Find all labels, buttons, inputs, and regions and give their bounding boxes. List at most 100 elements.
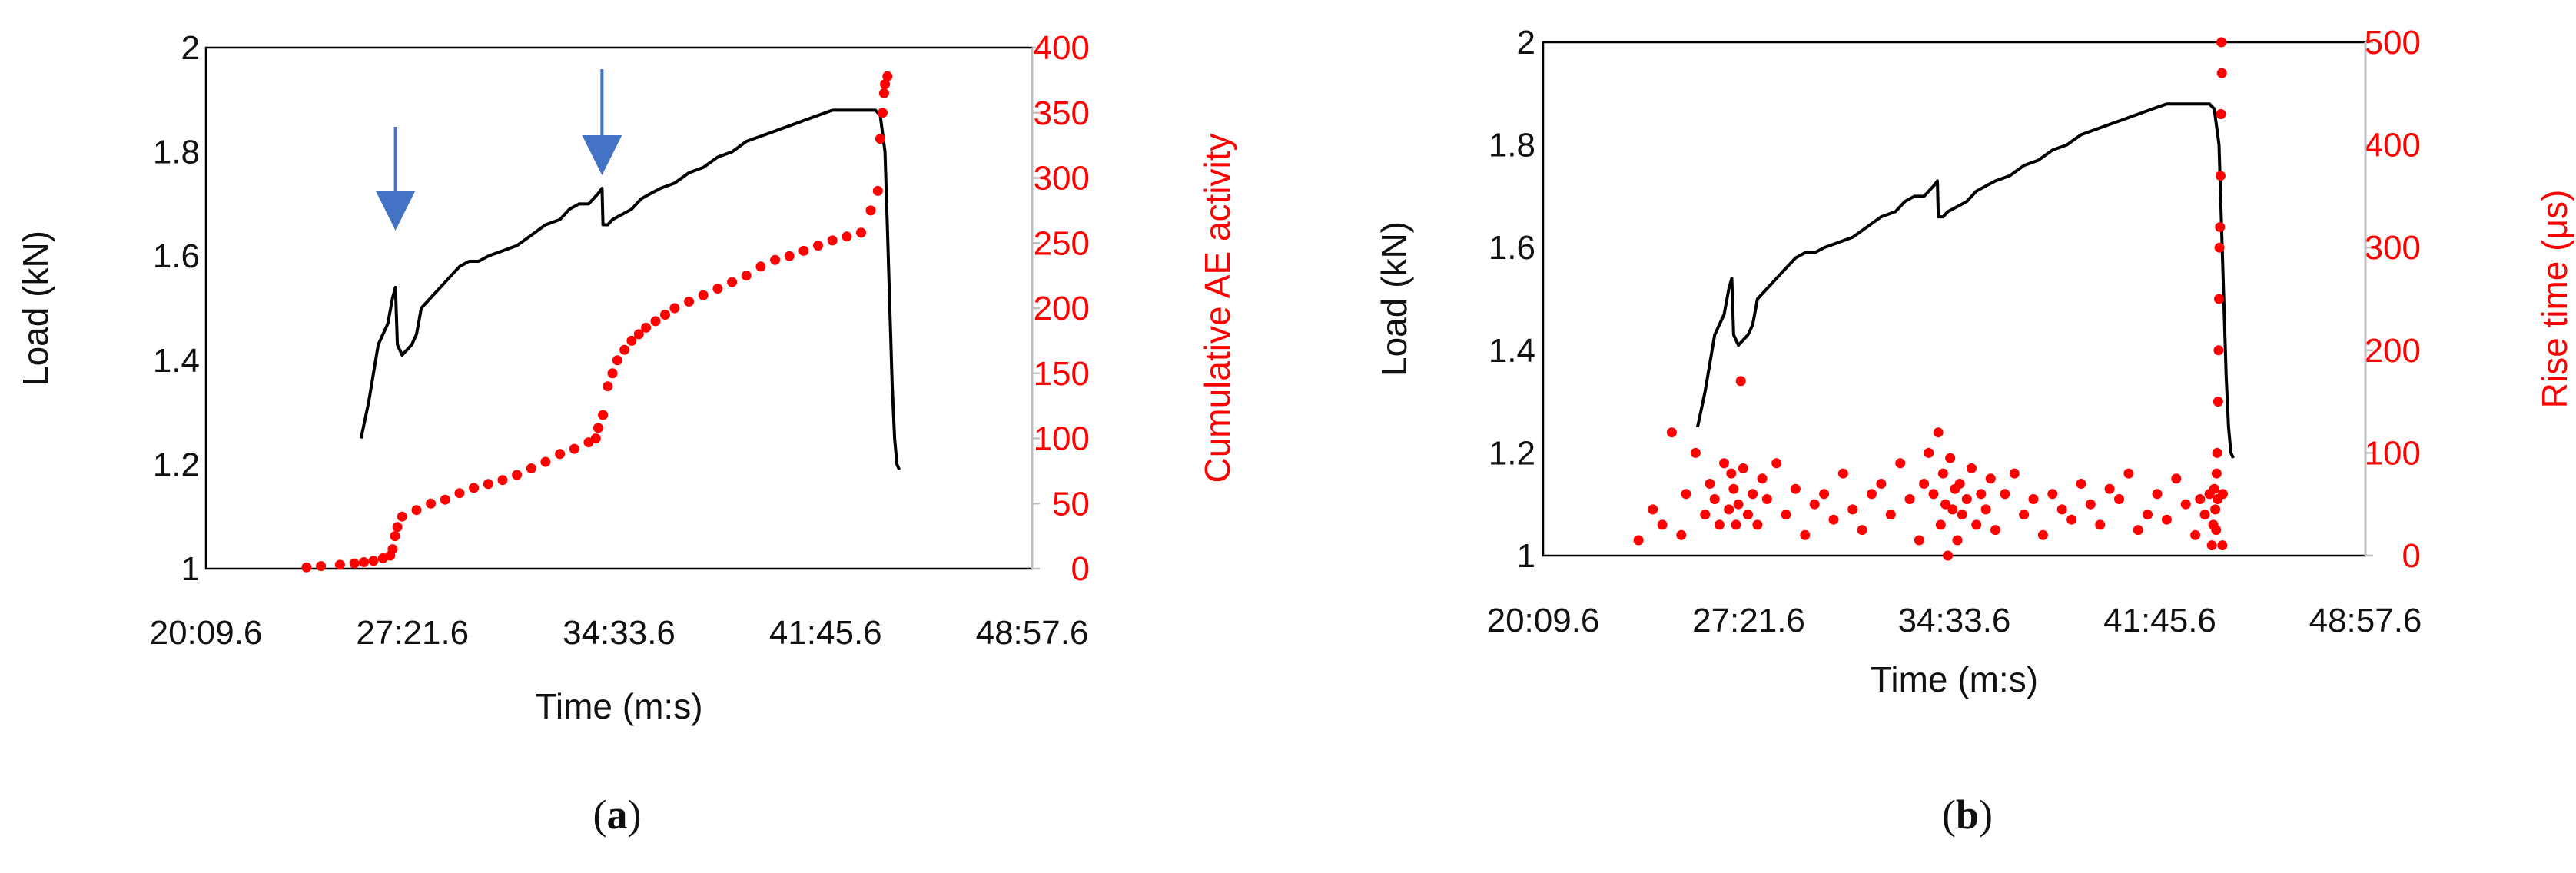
ae-activity-point bbox=[526, 463, 536, 473]
ae-activity-point bbox=[607, 368, 618, 379]
rise-time-point bbox=[1957, 510, 1967, 520]
y-tick-label: 1.4 bbox=[1489, 332, 1535, 370]
panel-b-letter: b bbox=[1956, 792, 1979, 838]
ae-activity-point bbox=[712, 284, 723, 294]
ae-activity-point bbox=[497, 475, 508, 486]
rise-time-point bbox=[2214, 294, 2224, 304]
ae-activity-point bbox=[454, 488, 465, 499]
rise-time-point bbox=[1961, 494, 1972, 504]
ae-activity-point bbox=[590, 433, 601, 443]
ae-activity-point bbox=[392, 522, 403, 533]
rise-time-point bbox=[2076, 479, 2086, 489]
rise-time-point bbox=[2206, 540, 2217, 551]
rise-time-point bbox=[2114, 494, 2124, 504]
ae-activity-point bbox=[540, 456, 551, 467]
y2-tick-label: 300 bbox=[1034, 160, 1090, 198]
rise-time-point bbox=[2211, 468, 2222, 479]
x-tick-label: 41:45.6 bbox=[2103, 602, 2216, 639]
rise-time-point bbox=[1895, 458, 1906, 469]
y2-tick-label: 150 bbox=[1034, 355, 1090, 393]
rise-time-point bbox=[2066, 514, 2077, 525]
rise-time-point bbox=[1809, 499, 1820, 510]
rise-time-point bbox=[1828, 514, 1839, 525]
rise-time-point bbox=[1837, 468, 1848, 479]
ae-activity-point bbox=[698, 290, 709, 300]
rise-time-point bbox=[1847, 504, 1858, 515]
ae-activity-point bbox=[875, 134, 885, 144]
rise-time-point bbox=[1885, 510, 1896, 520]
rise-time-point bbox=[1709, 494, 1720, 504]
ae-activity-point bbox=[813, 241, 823, 251]
y2-tick-label: 100 bbox=[1034, 420, 1090, 458]
rise-time-point bbox=[1928, 489, 1939, 500]
ae-activity-point bbox=[865, 205, 876, 216]
rise-time-point bbox=[2104, 483, 2115, 494]
y-tick-label: 1.2 bbox=[153, 446, 200, 483]
rise-time-point bbox=[2199, 510, 2210, 520]
y2-axis-label: Rise time (μs) bbox=[2535, 190, 2574, 409]
rise-time-point bbox=[1857, 525, 1867, 536]
rise-time-point bbox=[2037, 529, 2048, 540]
y-tick-label: 1.8 bbox=[153, 134, 200, 171]
ae-activity-point bbox=[650, 316, 661, 327]
rise-time-point bbox=[1990, 525, 2000, 536]
y2-tick-label: 300 bbox=[2365, 229, 2421, 267]
y2-tick-label: 500 bbox=[2365, 24, 2421, 61]
x-axis-label: Time (m:s) bbox=[535, 686, 702, 726]
ae-activity-point bbox=[684, 297, 695, 307]
rise-time-point bbox=[1967, 463, 1977, 473]
rise-time-point bbox=[2218, 489, 2228, 500]
rise-time-point bbox=[2171, 473, 2182, 484]
ae-activity-point bbox=[755, 261, 766, 272]
rise-time-point bbox=[1724, 504, 1734, 515]
x-tick-label: 34:33.6 bbox=[563, 614, 676, 652]
rise-time-point bbox=[1738, 463, 1748, 473]
rise-time-point bbox=[2047, 489, 2058, 500]
plot-area-frame bbox=[1542, 41, 2367, 557]
ae-activity-point bbox=[598, 410, 609, 420]
rise-time-point bbox=[1790, 483, 1801, 494]
x-tick-label: 27:21.6 bbox=[356, 614, 469, 652]
x-axis-label: Time (m:s) bbox=[1871, 659, 2038, 699]
ae-activity-point bbox=[301, 562, 312, 573]
rise-time-point bbox=[1726, 468, 1737, 479]
rise-time-point bbox=[1937, 468, 1948, 479]
y2-tick-label: 200 bbox=[2365, 332, 2421, 370]
y-tick-label: 1 bbox=[1517, 537, 1535, 575]
rise-time-point bbox=[1867, 489, 1877, 500]
rise-time-point bbox=[2195, 494, 2206, 504]
rise-time-point bbox=[1731, 519, 1741, 530]
rise-time-point bbox=[1935, 519, 1946, 530]
rise-time-point bbox=[1976, 489, 1987, 500]
y2-tick-label: 250 bbox=[1034, 224, 1090, 262]
ae-activity-point bbox=[619, 344, 630, 355]
rise-time-point bbox=[1947, 504, 1958, 515]
rise-time-point bbox=[2009, 468, 2020, 479]
rise-time-point bbox=[1876, 479, 1887, 489]
ae-activity-point bbox=[334, 559, 345, 570]
x-tick-label: 48:57.6 bbox=[976, 614, 1089, 652]
ae-activity-point bbox=[387, 544, 398, 555]
y2-tick-label: 0 bbox=[2402, 537, 2421, 575]
rise-time-point bbox=[2190, 529, 2201, 540]
y2-tick-label: 200 bbox=[1034, 290, 1090, 327]
ae-activity-point bbox=[411, 505, 422, 516]
ae-activity-point bbox=[397, 511, 407, 522]
y-tick-label: 1 bbox=[181, 550, 200, 588]
event-arrow-icon bbox=[582, 69, 622, 175]
y-axis-label: Load (kN) bbox=[15, 231, 55, 386]
rise-time-point bbox=[1985, 473, 1996, 484]
y2-tick-label: 350 bbox=[1034, 95, 1090, 132]
ae-activity-point bbox=[368, 556, 379, 566]
plot-area-frame bbox=[204, 46, 1034, 570]
rise-time-point bbox=[2085, 499, 2096, 510]
x-tick-label: 20:09.6 bbox=[1487, 602, 1600, 639]
rise-time-point bbox=[1971, 519, 1982, 530]
ae-activity-point bbox=[798, 245, 809, 256]
rise-time-point bbox=[2216, 68, 2227, 78]
rise-time-point bbox=[1733, 499, 1744, 510]
rise-time-point bbox=[2214, 242, 2225, 253]
rise-time-point bbox=[2216, 109, 2226, 119]
rise-time-point bbox=[1752, 519, 1763, 530]
